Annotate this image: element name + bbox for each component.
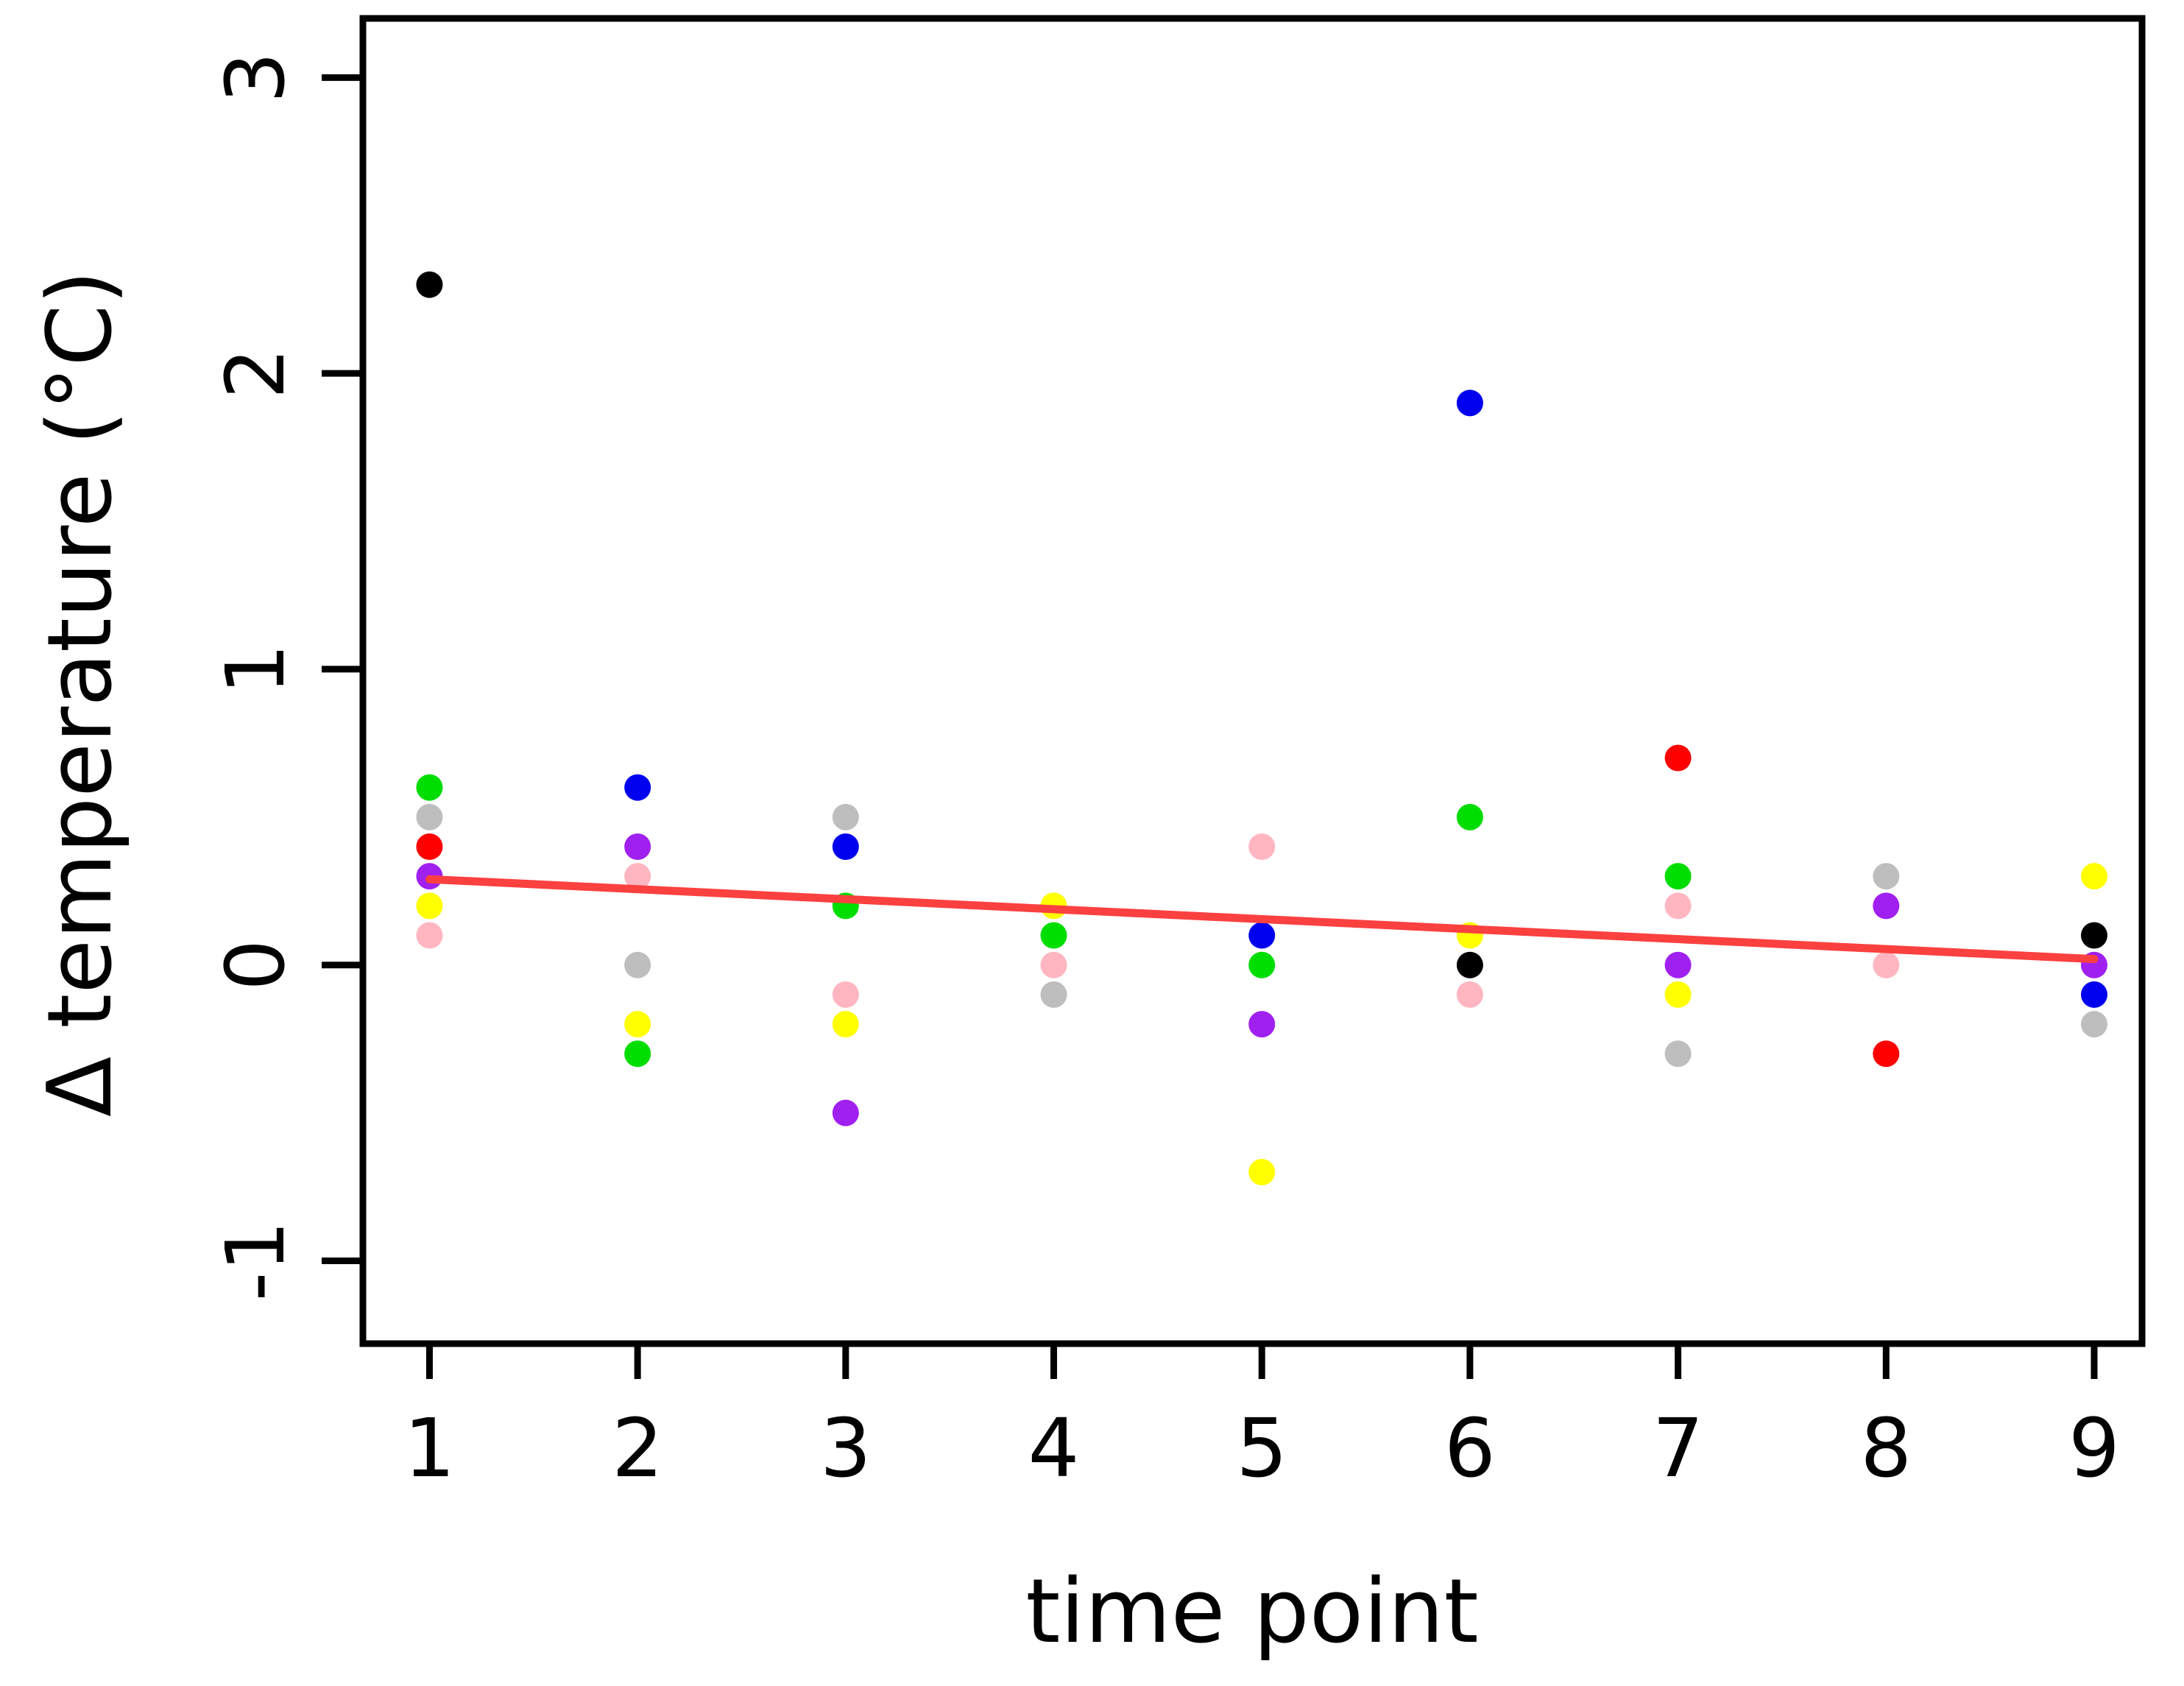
data-point-subject-pink (1664, 892, 1692, 920)
data-point-subject-green (1664, 863, 1692, 890)
x-tick-label: 6 (1444, 1401, 1496, 1495)
data-point-subject-pink (624, 863, 651, 890)
data-point-subject-green (624, 1040, 651, 1068)
data-point-subject-purple (832, 1099, 859, 1126)
data-point-subject-gray (416, 803, 443, 830)
plot-frame (359, 15, 2146, 1347)
data-point-subject-yellow (416, 892, 443, 920)
y-axis-title: Δ temperature (°C) (29, 270, 132, 1117)
data-point-subject-blue (624, 774, 651, 801)
data-point-subject-yellow (832, 1011, 859, 1038)
x-tick-label: 5 (1236, 1401, 1287, 1495)
data-point-subject-purple (1873, 892, 1900, 920)
data-point-subject-purple (624, 833, 651, 860)
x-tick-label: 7 (1653, 1401, 1704, 1495)
y-tick-label: -1 (208, 1221, 303, 1302)
data-point-subject-red (1664, 744, 1692, 772)
x-tick-label: 1 (403, 1401, 455, 1495)
y-tick-label: 1 (208, 643, 303, 695)
data-point-subject-green (1040, 922, 1067, 949)
data-point-subject-pink (416, 922, 443, 949)
data-point-subject-green (416, 774, 443, 801)
data-point-subject-red (1873, 1040, 1900, 1068)
data-point-subject-black (2080, 922, 2107, 949)
data-point-subject-purple (1248, 1011, 1276, 1038)
data-point-subject-pink (1456, 981, 1483, 1008)
x-tick-label: 2 (612, 1401, 663, 1495)
data-point-subject-yellow (1664, 981, 1692, 1008)
data-point-subject-blue (1456, 389, 1483, 417)
data-point-subject-green (1456, 803, 1483, 830)
data-point-subject-blue (832, 833, 859, 860)
data-point-subject-green (1248, 951, 1276, 978)
data-point-subject-gray (624, 951, 651, 978)
data-point-subject-black (1456, 951, 1483, 978)
data-point-subject-black (416, 271, 443, 298)
data-point-subject-gray (1664, 1040, 1692, 1068)
data-point-subject-gray (1873, 863, 1900, 890)
data-point-subject-yellow (2080, 863, 2107, 890)
data-point-subject-purple (1664, 951, 1692, 978)
data-point-subject-blue (1248, 922, 1276, 949)
data-point-subject-yellow (624, 1011, 651, 1038)
regression-line (425, 875, 2099, 964)
data-point-subject-yellow (1248, 1158, 1276, 1185)
data-point-subject-gray (2080, 1011, 2107, 1038)
data-point-subject-pink (1248, 833, 1276, 860)
data-point-subject-pink (1873, 951, 1900, 978)
data-point-subject-red (416, 833, 443, 860)
y-tick-label: 2 (208, 348, 303, 399)
x-tick-label: 3 (820, 1401, 872, 1495)
x-tick-label: 9 (2068, 1401, 2120, 1495)
y-tick-label: 0 (208, 939, 303, 991)
data-point-subject-blue (2080, 981, 2107, 1008)
x-tick-label: 8 (1860, 1401, 1912, 1495)
data-point-subject-pink (832, 981, 859, 1008)
x-tick-label: 4 (1028, 1401, 1080, 1495)
data-point-subject-gray (832, 803, 859, 830)
y-tick-label: 3 (208, 52, 303, 103)
data-point-subject-pink (1040, 951, 1067, 978)
data-point-subject-gray (1040, 981, 1067, 1008)
x-axis-title: time point (1025, 1561, 1478, 1663)
